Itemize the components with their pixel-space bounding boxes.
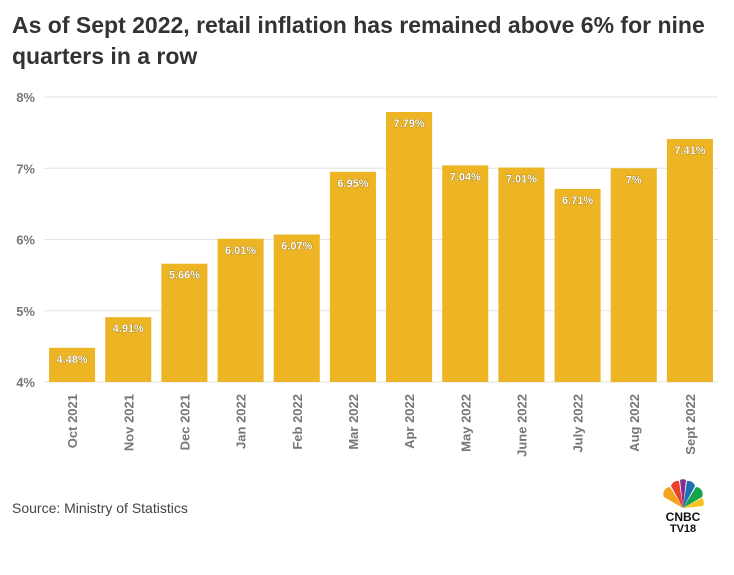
bars	[49, 111, 713, 383]
logo-text-tv18: TV18	[670, 523, 696, 535]
y-tick-label: 7%	[16, 161, 35, 176]
x-tick-label: Mar 2022	[346, 394, 361, 450]
data-label: 7.79%	[393, 118, 424, 130]
bar	[217, 238, 264, 382]
gridlines	[44, 96, 718, 383]
x-tick-label: July 2022	[571, 394, 586, 453]
x-tick-label: Nov 2021	[121, 394, 136, 451]
data-label: 7%	[626, 174, 642, 186]
x-tick-label: Sept 2022	[683, 394, 698, 455]
data-label: 7.04%	[450, 171, 481, 183]
x-tick-label: Feb 2022	[290, 394, 305, 450]
bar	[554, 188, 601, 382]
x-tick-label: Jan 2022	[234, 394, 249, 449]
data-label: 6.01%	[225, 245, 256, 257]
data-label: 5.66%	[169, 270, 200, 282]
bar	[105, 317, 152, 382]
bar-chart: 4% 5% 6% 7% 8% 4.48% 4.91% 5.66% 6.01% 6.07% 6.95…	[16, 90, 718, 457]
y-tick-label: 4%	[16, 375, 35, 390]
x-tick-label: May 2022	[458, 394, 473, 452]
data-label: 4.48%	[56, 354, 87, 366]
y-tick-label: 5%	[16, 304, 35, 319]
source-note: Source: Ministry of Statistics	[12, 500, 188, 516]
bar	[273, 234, 320, 382]
y-axis-tick-labels: 4% 5% 6% 7% 8%	[16, 90, 35, 390]
data-label: 6.07%	[281, 241, 312, 253]
logo-text-cnbc: CNBC	[666, 510, 701, 524]
data-label: 6.71%	[562, 195, 593, 207]
bar	[498, 167, 545, 382]
x-axis-tick-labels: Oct 2021 Nov 2021 Dec 2021 Jan 2022 Feb 2022…	[65, 394, 698, 457]
bar	[610, 168, 657, 382]
bar	[386, 111, 433, 383]
y-tick-label: 6%	[16, 233, 35, 248]
data-label: 7.41%	[674, 145, 705, 157]
x-tick-label: June 2022	[514, 394, 529, 457]
bar	[666, 139, 713, 382]
chart-title: As of Sept 2022, retail inflation has re…	[12, 12, 705, 69]
bar	[442, 165, 489, 382]
data-label: 4.91%	[113, 323, 144, 335]
data-label: 6.95%	[337, 178, 368, 190]
x-tick-label: Oct 2021	[65, 394, 80, 448]
x-tick-label: Apr 2022	[402, 394, 417, 449]
y-tick-label: 8%	[16, 90, 35, 105]
x-tick-label: Aug 2022	[627, 394, 642, 452]
data-label: 7.01%	[506, 174, 537, 186]
bar	[161, 263, 208, 382]
cnbc-peacock-logo: CNBC TV18	[663, 479, 704, 535]
bar	[329, 171, 376, 382]
x-tick-label: Dec 2021	[177, 394, 192, 450]
peacock-icon	[663, 479, 704, 508]
bar	[49, 347, 96, 382]
data-labels: 4.48% 4.91% 5.66% 6.01% 6.07% 6.95% 7.79% 7.04%…	[56, 118, 706, 366]
